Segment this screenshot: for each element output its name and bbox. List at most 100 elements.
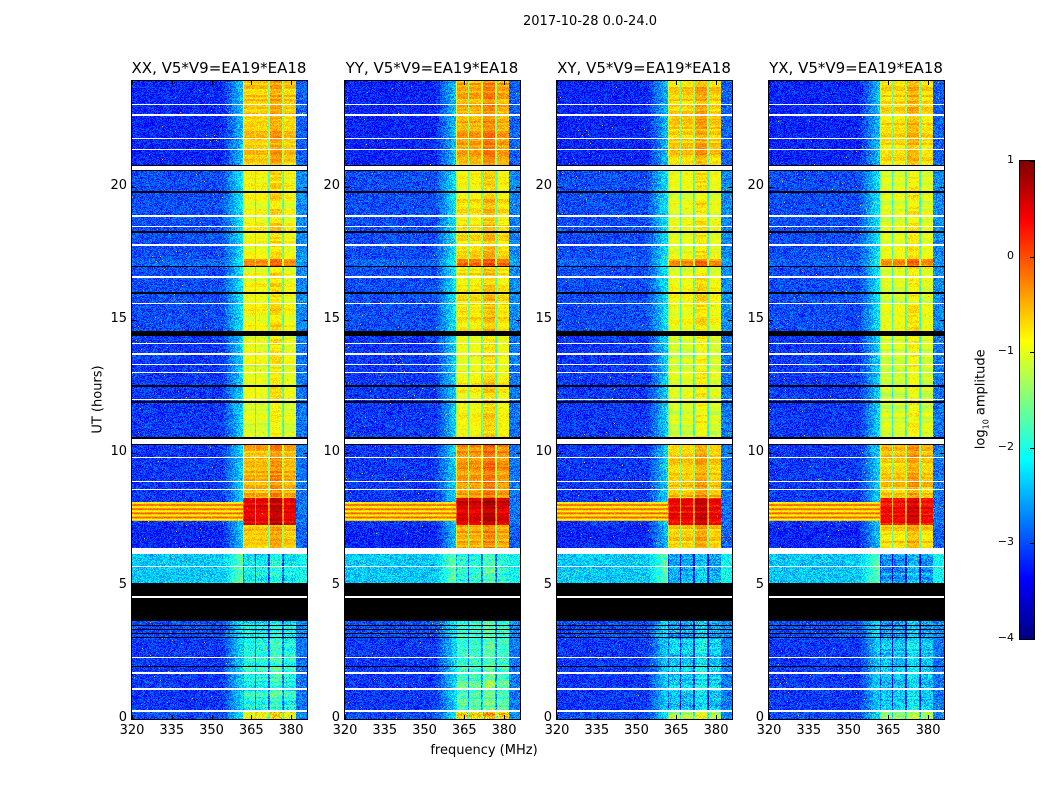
colorbar-tick-label: −1 [997,344,1014,358]
panel-title: YY, V5*V9=EA19*EA18 [345,59,519,77]
x-tick-mark [384,81,386,85]
x-tick-mark [291,81,293,85]
x-tick-mark [596,81,598,85]
y-tick-mark [940,453,944,455]
x-tick-mark [504,81,506,85]
x-tick-label: 350 [412,723,437,738]
y-tick-label: 15 [535,311,552,327]
y-tick-label: 5 [331,577,340,593]
x-tick-mark [769,715,770,719]
x-tick-label: 335 [159,723,185,738]
y-tick-mark [516,719,520,720]
y-tick-mark [557,719,561,720]
y-tick-mark [728,320,732,322]
x-tick-label: 380 [703,723,729,738]
x-tick-mark [888,81,890,85]
y-tick-label: 5 [118,577,127,593]
colorbar-label-rest: amplitude [973,349,989,420]
y-tick-label: 0 [543,710,552,725]
x-tick-label: 335 [584,723,610,738]
y-tick-mark [769,719,773,720]
x-axis-label: frequency (MHz) [430,743,538,758]
x-tick-mark [251,81,253,85]
colorbar-tick-label: 1 [1007,153,1014,166]
x-tick-label: 380 [915,723,941,738]
x-tick-label: 335 [796,723,822,738]
y-tick-mark [303,719,307,720]
y-tick-mark [728,586,732,588]
colorbar-tick-mark [1030,352,1034,354]
x-tick-mark [676,715,678,719]
y-tick-label: 20 [323,178,340,194]
colorbar-tick-mark [1030,161,1034,162]
x-tick-mark [345,81,346,85]
y-tick-mark [557,320,561,322]
x-tick-mark [251,715,253,719]
colorbar-tick-mark [1030,447,1034,449]
y-tick-mark [132,453,136,455]
x-tick-mark [848,81,850,85]
x-tick-mark [596,715,598,719]
heatmap-panel [768,80,945,720]
x-tick-label: 320 [756,723,782,738]
y-axis-label: UT (hours) [90,365,106,434]
heatmap-panel [131,80,308,720]
heatmap-image [345,81,520,719]
x-tick-label: 350 [624,723,649,738]
x-tick-label: 320 [332,723,358,738]
figure-title: 2017-10-28 0.0-24.0 [523,14,657,29]
x-tick-label: 335 [372,723,398,738]
x-tick-mark [848,715,850,719]
y-tick-label: 10 [110,444,127,460]
y-tick-mark [728,719,732,720]
y-tick-mark [303,586,307,588]
y-tick-mark [516,586,520,588]
x-tick-mark [808,81,810,85]
colorbar [1019,160,1035,640]
x-tick-mark [464,715,466,719]
y-tick-mark [345,453,349,455]
y-tick-mark [516,320,520,322]
x-tick-mark [171,81,173,85]
y-tick-mark [557,586,561,588]
heatmap-image [769,81,944,719]
panel-title: XX, V5*V9=EA19*EA18 [131,59,307,77]
y-tick-mark [769,586,773,588]
y-tick-mark [516,453,520,455]
y-tick-label: 20 [535,178,552,194]
y-tick-mark [769,453,773,455]
colorbar-tick-mark [1030,543,1034,545]
y-tick-mark [303,453,307,455]
y-tick-mark [303,320,307,322]
y-tick-mark [557,453,561,455]
y-tick-mark [769,320,773,322]
y-tick-mark [728,187,732,189]
x-tick-label: 320 [544,723,570,738]
x-tick-mark [636,81,638,85]
x-tick-mark [384,715,386,719]
x-tick-mark [557,81,558,85]
x-tick-mark [464,81,466,85]
x-tick-mark [716,81,718,85]
x-tick-mark [888,715,890,719]
y-tick-mark [557,187,561,189]
x-tick-mark [132,81,133,85]
y-tick-mark [132,719,136,720]
panel-title: YX, V5*V9=EA19*EA18 [769,59,943,77]
colorbar-gradient [1020,161,1034,639]
x-tick-mark [211,715,213,719]
panel-title: XY, V5*V9=EA19*EA18 [557,59,731,77]
x-tick-mark [716,715,718,719]
x-tick-mark [424,715,426,719]
y-tick-mark [132,586,136,588]
x-tick-label: 365 [875,723,901,738]
heatmap-panel [556,80,733,720]
x-tick-label: 350 [199,723,224,738]
x-tick-mark [132,715,133,719]
heatmap-image [557,81,732,719]
x-tick-mark [171,715,173,719]
x-tick-mark [504,715,506,719]
y-tick-label: 10 [323,444,340,460]
x-tick-mark [345,715,346,719]
y-tick-label: 10 [535,444,552,460]
